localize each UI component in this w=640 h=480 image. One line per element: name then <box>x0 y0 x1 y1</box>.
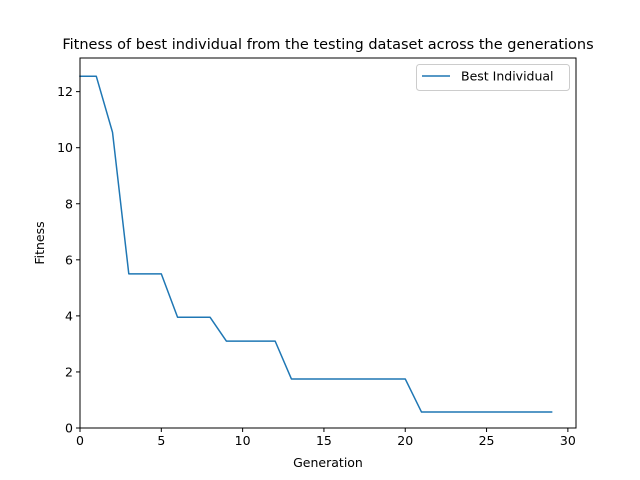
chart-title: Fitness of best individual from the test… <box>62 37 593 53</box>
y-tick-label: 6 <box>65 252 73 267</box>
plot-area <box>79 75 553 413</box>
x-tick-label: 0 <box>76 433 84 448</box>
x-tick-label: 5 <box>157 433 165 448</box>
x-tick-label: 10 <box>235 433 251 448</box>
x-tick-label: 25 <box>479 433 495 448</box>
y-tick-label: 4 <box>65 308 73 323</box>
x-axis-label: Generation <box>293 455 363 470</box>
legend-box <box>416 64 570 91</box>
y-tick-label: 12 <box>57 84 73 99</box>
x-tick-label: 30 <box>560 433 576 448</box>
y-tick-label: 8 <box>65 196 73 211</box>
legend: Best Individual <box>416 64 570 91</box>
y-tick-label: 10 <box>57 140 73 155</box>
y-tick-label: 2 <box>65 364 73 379</box>
x-tick-label: 20 <box>397 433 413 448</box>
series-line-0 <box>79 75 553 413</box>
y-axis-ticks: 0 2 4 6 8 10 12 <box>57 84 80 436</box>
x-tick-label: 15 <box>316 433 332 448</box>
legend-label: Best Individual <box>461 69 554 84</box>
y-axis-label: Fitness <box>32 221 47 264</box>
axes-frame <box>79 57 577 429</box>
x-axis-ticks: 0 5 10 15 20 25 30 <box>76 428 576 448</box>
y-tick-label: 0 <box>65 421 73 436</box>
